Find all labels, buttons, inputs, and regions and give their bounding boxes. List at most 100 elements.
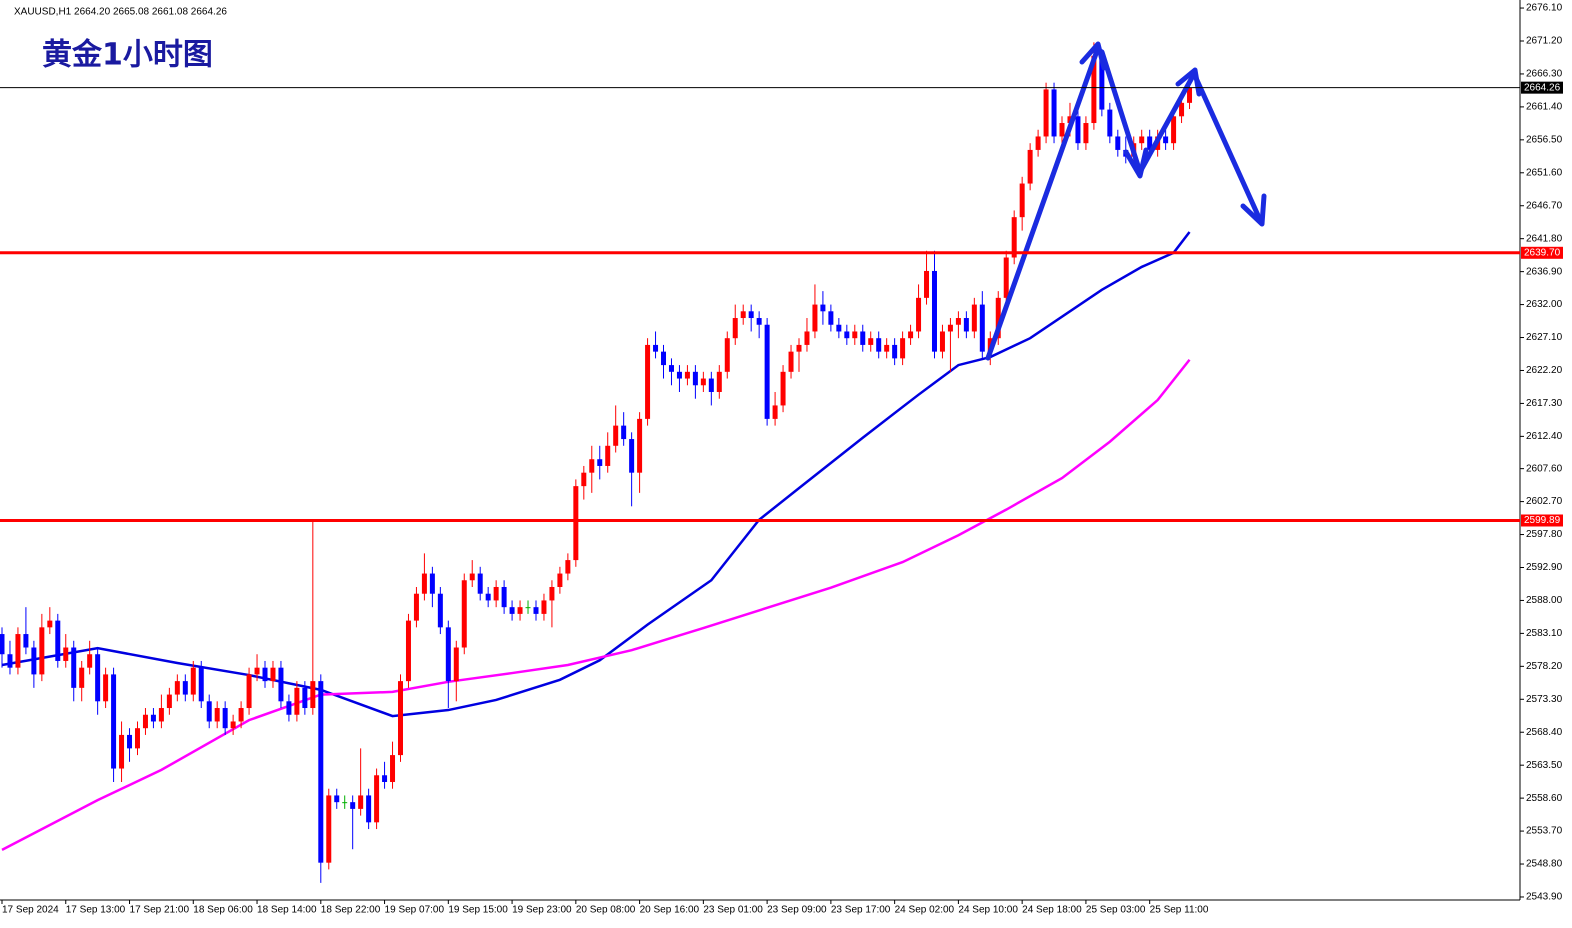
y-tick-label: 2627.10: [1526, 332, 1563, 343]
candle-body: [1011, 217, 1017, 258]
candle-body: [605, 445, 611, 466]
candle-body: [844, 331, 850, 339]
candle-body: [971, 304, 977, 332]
candle-body: [437, 593, 443, 628]
x-tick-label: 17 Sep 13:00: [66, 905, 126, 916]
y-tick-label: 2583.10: [1526, 628, 1563, 639]
arrow: [1099, 49, 1143, 175]
candle-body: [955, 318, 961, 325]
y-tick-label: 2607.60: [1526, 463, 1563, 474]
candle-body: [477, 573, 483, 594]
candle-body: [174, 681, 180, 695]
candle-body: [366, 795, 372, 823]
candle-body: [939, 331, 945, 352]
candle-body: [23, 634, 29, 648]
y-tick-label: 2636.90: [1526, 266, 1563, 277]
annotation-arrows: [985, 41, 1267, 361]
candle-body: [828, 311, 834, 325]
x-tick-label: 24 Sep 02:00: [895, 905, 955, 916]
candle-body: [1171, 116, 1177, 144]
candle-body: [1139, 136, 1145, 144]
arrow: [985, 45, 1101, 361]
candle-body: [254, 667, 260, 675]
candle-body: [87, 654, 93, 668]
arrow-head: [1123, 147, 1149, 179]
candle-body: [541, 600, 547, 614]
candle-body: [95, 654, 101, 702]
y-tick-label: 2661.40: [1526, 102, 1563, 113]
candle-body: [621, 425, 627, 440]
candle-body: [493, 586, 499, 601]
price-label: 2664.26: [1524, 82, 1561, 93]
candle-body: [119, 734, 125, 769]
candle-body: [1035, 136, 1041, 150]
candle-body: [557, 573, 563, 587]
candle-body: [916, 297, 922, 332]
y-tick-label: 2646.70: [1526, 200, 1563, 211]
arrow-head: [1240, 193, 1267, 227]
candle-body: [565, 560, 571, 574]
candle-body: [533, 607, 539, 614]
y-tick-label: 2617.30: [1526, 398, 1563, 409]
candle-body: [1019, 183, 1025, 218]
candle-body: [445, 627, 451, 682]
candle-body: [796, 344, 802, 352]
candle-body: [270, 667, 276, 682]
candle-body: [589, 459, 595, 473]
candle-body: [684, 371, 690, 379]
candle-body: [931, 270, 937, 352]
x-tick-label: 17 Sep 2024: [2, 905, 59, 916]
candle-body: [286, 701, 292, 715]
y-tick-label: 2651.60: [1526, 167, 1563, 178]
candle-body: [278, 667, 284, 702]
candle-body: [1059, 123, 1065, 137]
candle-body: [31, 647, 37, 675]
y-tick-label: 2641.80: [1526, 233, 1563, 244]
candle-body: [405, 620, 411, 682]
y-tick-label: 2592.90: [1526, 562, 1563, 573]
y-tick-label: 2671.20: [1526, 36, 1563, 47]
candle-body: [350, 802, 356, 809]
candle-body: [55, 620, 61, 661]
candle-body: [1179, 102, 1185, 117]
candle-body: [852, 331, 858, 339]
candle-body: [7, 654, 13, 668]
candle-body: [772, 405, 778, 419]
candle-body: [908, 331, 914, 339]
candle-body: [294, 687, 300, 715]
chart-title: 黄金1小时图: [42, 38, 213, 73]
y-tick-label: 2622.20: [1526, 365, 1563, 376]
candle-body: [661, 351, 667, 366]
y-tick-label: 2578.20: [1526, 661, 1563, 672]
candle-body: [756, 318, 762, 325]
candle-body: [836, 324, 842, 332]
y-tick-label: 2612.40: [1526, 431, 1563, 442]
y-tick-label: 2602.70: [1526, 496, 1563, 507]
candle-body: [158, 708, 164, 722]
candle-body: [1051, 89, 1057, 137]
marks: [0, 42, 1193, 883]
candle-body: [103, 674, 109, 702]
x-tick-label: 20 Sep 16:00: [640, 905, 700, 916]
candle-body: [868, 338, 874, 345]
arrow: [1137, 71, 1197, 175]
y-tick-label: 2656.50: [1526, 134, 1563, 145]
y-tick-label: 2543.90: [1526, 892, 1563, 903]
price-label-box: [1521, 81, 1563, 94]
candle-body: [111, 674, 117, 769]
y-tick-label: 2573.30: [1526, 694, 1563, 705]
candle-body: [780, 371, 786, 406]
candle-body: [900, 338, 906, 359]
candle-body: [812, 304, 818, 332]
x-tick-label: 19 Sep 23:00: [512, 905, 572, 916]
candle-body: [509, 607, 515, 614]
x-tick-label: 17 Sep 21:00: [130, 905, 190, 916]
candle-body: [310, 681, 316, 709]
candle-body: [1075, 116, 1081, 144]
candle-body: [1187, 87, 1193, 103]
candle-body: [71, 647, 77, 688]
moving-average: [1, 358, 1191, 852]
x-tick-label: 23 Sep 09:00: [767, 905, 827, 916]
candle-body: [190, 667, 196, 695]
